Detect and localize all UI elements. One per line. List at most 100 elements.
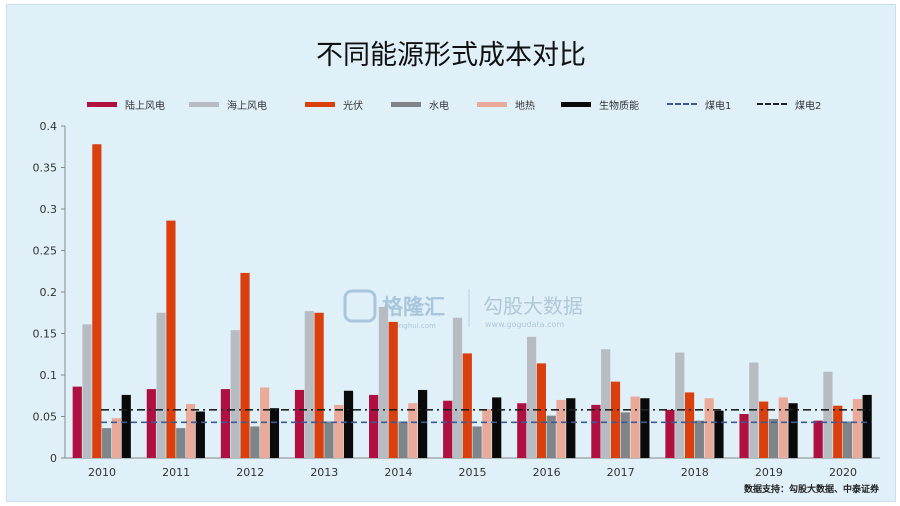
- bar-水电-2010: [102, 428, 112, 458]
- legend-swatch: [87, 101, 117, 107]
- legend-swatch: [189, 101, 219, 107]
- bar-地热-2014: [408, 403, 418, 458]
- y-tick-label: 0.2: [40, 286, 58, 299]
- bar-海上风电-2012: [230, 330, 240, 458]
- bar-陆上风电-2016: [517, 403, 527, 458]
- legend-item-geothermal: 地热: [477, 95, 535, 113]
- bar-光伏-2015: [462, 353, 472, 458]
- bar-光伏-2018: [684, 392, 695, 458]
- bar-水电-2013: [324, 421, 334, 458]
- bar-水电-2016: [546, 415, 556, 458]
- bar-水电-2017: [620, 412, 630, 458]
- legend-label: 陆上风电: [125, 100, 165, 112]
- bar-生物质能-2013: [343, 390, 354, 458]
- legend-swatch: [391, 101, 421, 107]
- x-tick-label: 2017: [607, 466, 635, 479]
- bar-陆上风电-2010: [72, 386, 82, 458]
- bar-水电-2019: [768, 418, 779, 458]
- x-tick-label: 2016: [533, 466, 561, 479]
- legend-item-biomass: 生物质能: [561, 95, 639, 113]
- x-tick-label: 2012: [236, 466, 264, 479]
- y-tick-label: 0.35: [33, 162, 58, 175]
- bar-地热-2010: [111, 418, 122, 458]
- legend-item-onshore-wind: 陆上风电: [87, 95, 165, 113]
- source-note: 数据支持：勾股大数据、中泰证券: [743, 485, 879, 495]
- bar-生物质能-2011: [195, 411, 205, 458]
- legend-item-solar: 光伏: [305, 95, 363, 113]
- watermark-partner: 勾股大数据: [483, 294, 583, 318]
- bar-光伏-2010: [92, 144, 102, 458]
- legend-label: 煤电1: [705, 100, 732, 112]
- bar-光伏-2011: [166, 220, 176, 458]
- bar-生物质能-2016: [566, 398, 576, 458]
- watermark-brand-url: gelonghui.com: [384, 322, 436, 330]
- bar-水电-2018: [694, 420, 704, 458]
- bar-海上风电-2011: [156, 312, 166, 458]
- legend-item-coal-2: 煤电2: [757, 95, 821, 113]
- bar-光伏-2020: [833, 405, 843, 458]
- reference-lines: [101, 409, 872, 424]
- y-tick-label: 0: [50, 452, 57, 465]
- bar-生物质能-2015: [492, 397, 502, 458]
- bar-生物质能-2019: [788, 403, 798, 458]
- legend-item-coal-1: 煤电1: [667, 95, 731, 113]
- legend-swatch: [477, 101, 507, 107]
- bar-水电-2012: [250, 426, 260, 458]
- legend-label: 地热: [515, 100, 535, 112]
- watermark-brand: 格隆汇: [382, 295, 445, 319]
- bar-生物质能-2017: [640, 398, 650, 458]
- legend-label: 光伏: [343, 100, 363, 112]
- bar-陆上风电-2014: [369, 394, 379, 458]
- bar-光伏-2019: [759, 401, 769, 458]
- bar-光伏-2017: [610, 381, 621, 458]
- x-tick-label: 2018: [681, 466, 709, 479]
- y-tick-label: 0.15: [33, 328, 58, 341]
- x-tick-label: 2013: [310, 466, 338, 479]
- x-tick-label: 2020: [829, 466, 857, 479]
- bar-地热-2016: [556, 399, 566, 458]
- x-tick-label: 2011: [162, 466, 190, 479]
- y-tick-label: 0.25: [33, 245, 58, 258]
- bar-陆上风电-2017: [591, 404, 601, 458]
- bar-陆上风电-2019: [739, 414, 749, 458]
- legend-item-hydro: 水电: [391, 95, 449, 113]
- bar-生物质能-2020: [862, 394, 872, 458]
- bar-海上风电-2010: [82, 324, 92, 458]
- bar-生物质能-2018: [714, 410, 724, 458]
- y-tick-label: 0.3: [40, 203, 58, 216]
- bar-光伏-2013: [314, 312, 324, 458]
- legend-label: 煤电2: [795, 100, 822, 112]
- bar-海上风电-2014: [378, 306, 389, 458]
- bar-陆上风电-2018: [665, 409, 675, 458]
- chart-plot: 0 0.05 0.1 0.15 0.2 0.25 0.3 0.35 0.4 2010 2011 201…: [33, 120, 880, 479]
- chart-panel: 不同能源形式成本对比 陆上风电 海上风电 光伏 水电 地热 生物质能 煤电1: [6, 4, 896, 502]
- x-tick-label: 2010: [88, 466, 116, 479]
- bar-海上风电-2018: [675, 352, 685, 458]
- bar-地热-2020: [852, 399, 862, 458]
- bar-海上风电-2017: [601, 349, 611, 458]
- legend-swatch: [305, 101, 335, 107]
- bar-水电-2020: [842, 421, 853, 458]
- bar-生物质能-2010: [121, 394, 131, 458]
- watermark: 格隆汇 gelonghui.com 勾股大数据 www.gogudata.com: [343, 289, 583, 330]
- bar-陆上风电-2012: [220, 389, 231, 458]
- legend-swatch: [561, 101, 591, 107]
- legend-swatch: [757, 103, 787, 105]
- bar-海上风电-2016: [526, 336, 537, 458]
- bar-海上风电-2015: [452, 317, 463, 458]
- bar-陆上风电-2011: [146, 389, 156, 458]
- legend-label: 海上风电: [227, 100, 267, 112]
- watermark-logo-icon: [343, 289, 377, 323]
- bar-地热-2011: [185, 404, 196, 458]
- bar-陆上风电-2013: [294, 389, 305, 458]
- bar-水电-2014: [398, 421, 408, 458]
- bar-地热-2017: [630, 396, 640, 458]
- legend-label: 水电: [429, 100, 449, 112]
- x-tick-label: 2015: [459, 466, 487, 479]
- bar-水电-2015: [472, 426, 482, 458]
- bar-地热-2013: [334, 404, 344, 458]
- bar-地热-2018: [704, 398, 714, 458]
- y-tick-label: 0.4: [40, 120, 58, 133]
- bar-光伏-2012: [240, 272, 250, 458]
- bar-光伏-2016: [536, 363, 546, 458]
